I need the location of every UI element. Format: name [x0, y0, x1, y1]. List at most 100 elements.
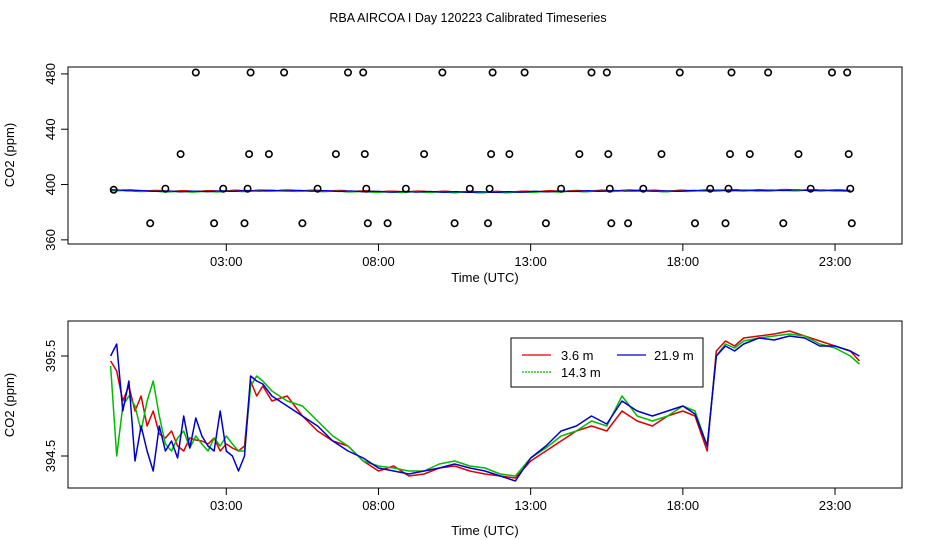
bottom-y-tick-label-0: 394.5	[43, 440, 58, 473]
bottom-y-tick-label-1: 395.5	[43, 340, 58, 373]
top-point-40	[607, 219, 616, 228]
top-point-49	[725, 150, 734, 159]
top-point-47	[721, 219, 730, 228]
top-point-3	[176, 150, 185, 159]
top-point-29	[487, 150, 496, 159]
top-gridless-area	[109, 68, 856, 228]
top-point-30	[488, 68, 497, 77]
top-point-59	[846, 184, 855, 193]
top-point-54	[794, 150, 803, 159]
top-point-41	[624, 219, 633, 228]
top-x-tick-label-2: 13:00	[514, 254, 547, 269]
top-point-0	[109, 185, 118, 194]
top-point-24	[438, 68, 447, 77]
top-x-tick-label-0: 03:00	[210, 254, 243, 269]
top-y-axis: 360 400 440 480	[43, 63, 68, 251]
bottom-x-axis-label: Time (UTC)	[451, 523, 518, 538]
top-point-48	[724, 184, 733, 193]
top-point-6	[219, 184, 228, 193]
top-point-4	[191, 68, 200, 77]
top-point-14	[313, 184, 322, 193]
bottom-plot-frame	[67, 320, 903, 489]
bottom-series-group	[109, 330, 860, 482]
top-point-25	[450, 219, 459, 228]
bottom-y-axis-label: CO2 (ppm)	[2, 373, 17, 437]
top-y-axis-label: CO2 (ppm)	[2, 123, 17, 187]
bottom-panel: 03:00 08:00 13:00 18:00 23:00 394.5 395.5 Tim…	[2, 320, 903, 538]
top-plot-frame	[67, 66, 903, 245]
top-point-50	[727, 68, 736, 77]
top-point-52	[764, 68, 773, 77]
top-point-32	[520, 68, 529, 77]
top-point-28	[485, 184, 494, 193]
legend-label-14-3m: 14.3 m	[561, 365, 601, 380]
top-point-11	[264, 150, 273, 159]
top-baseline-21-9m	[110, 189, 851, 194]
top-baseline-group	[110, 188, 851, 194]
top-point-27	[483, 219, 492, 228]
top-point-44	[675, 68, 684, 77]
bottom-x-tick-label-1: 08:00	[362, 498, 395, 513]
legend-label-21-9m: 21.9 m	[654, 348, 694, 363]
legend-box	[510, 337, 704, 388]
bottom-x-tick-label-0: 03:00	[210, 498, 243, 513]
top-point-34	[557, 184, 566, 193]
legend: 3.6 m 21.9 m 14.3 m	[510, 337, 704, 388]
top-point-56	[827, 68, 836, 77]
top-point-39	[605, 184, 614, 193]
top-point-20	[363, 219, 372, 228]
series-line-1	[109, 333, 860, 477]
top-point-58	[844, 150, 853, 159]
top-y-tick-label-2: 440	[43, 118, 58, 140]
top-point-33	[541, 219, 550, 228]
top-x-axis: 03:00 08:00 13:00 18:00 23:00	[210, 244, 851, 269]
top-point-55	[806, 184, 815, 193]
top-point-35	[575, 150, 584, 159]
top-point-16	[343, 68, 352, 77]
bottom-x-tick-label-4: 23:00	[819, 498, 852, 513]
top-point-13	[298, 219, 307, 228]
bottom-x-axis: 03:00 08:00 13:00 18:00 23:00	[210, 488, 851, 513]
top-x-tick-label-1: 08:00	[362, 254, 395, 269]
bottom-y-axis: 394.5 395.5	[43, 340, 68, 473]
chart-title: RBA AIRCOA I Day 120223 Calibrated Times…	[329, 11, 606, 25]
top-point-1	[146, 219, 155, 228]
top-point-22	[401, 184, 410, 193]
top-points-group	[109, 68, 856, 228]
top-point-12	[280, 68, 289, 77]
top-point-57	[843, 68, 852, 77]
top-point-36	[587, 68, 596, 77]
series-line-0	[109, 330, 860, 479]
top-point-45	[690, 219, 699, 228]
top-point-18	[360, 150, 369, 159]
top-y-tick-label-3: 480	[43, 63, 58, 85]
top-point-15	[331, 150, 340, 159]
top-point-42	[639, 184, 648, 193]
top-point-9	[245, 150, 254, 159]
top-point-10	[246, 68, 255, 77]
top-point-38	[604, 150, 613, 159]
top-x-axis-label: Time (UTC)	[451, 270, 518, 285]
top-point-2	[161, 184, 170, 193]
top-point-31	[505, 150, 514, 159]
top-point-51	[745, 150, 754, 159]
top-point-19	[362, 184, 371, 193]
top-point-23	[420, 150, 429, 159]
top-x-tick-label-3: 18:00	[667, 254, 700, 269]
top-point-7	[240, 219, 249, 228]
top-point-17	[359, 68, 368, 77]
legend-label-3-6m: 3.6 m	[561, 348, 594, 363]
series-line-2	[109, 335, 860, 482]
top-panel: 03:00 08:00 13:00 18:00 23:00 360 400 440 480 T…	[2, 63, 903, 285]
top-x-tick-label-4: 23:00	[819, 254, 852, 269]
top-point-60	[847, 219, 856, 228]
top-y-tick-label-0: 360	[43, 229, 58, 251]
top-point-43	[657, 150, 666, 159]
top-point-26	[465, 184, 474, 193]
top-point-21	[383, 219, 392, 228]
top-point-53	[779, 219, 788, 228]
bottom-x-tick-label-3: 18:00	[667, 498, 700, 513]
top-point-8	[243, 184, 252, 193]
bottom-x-tick-label-2: 13:00	[514, 498, 547, 513]
